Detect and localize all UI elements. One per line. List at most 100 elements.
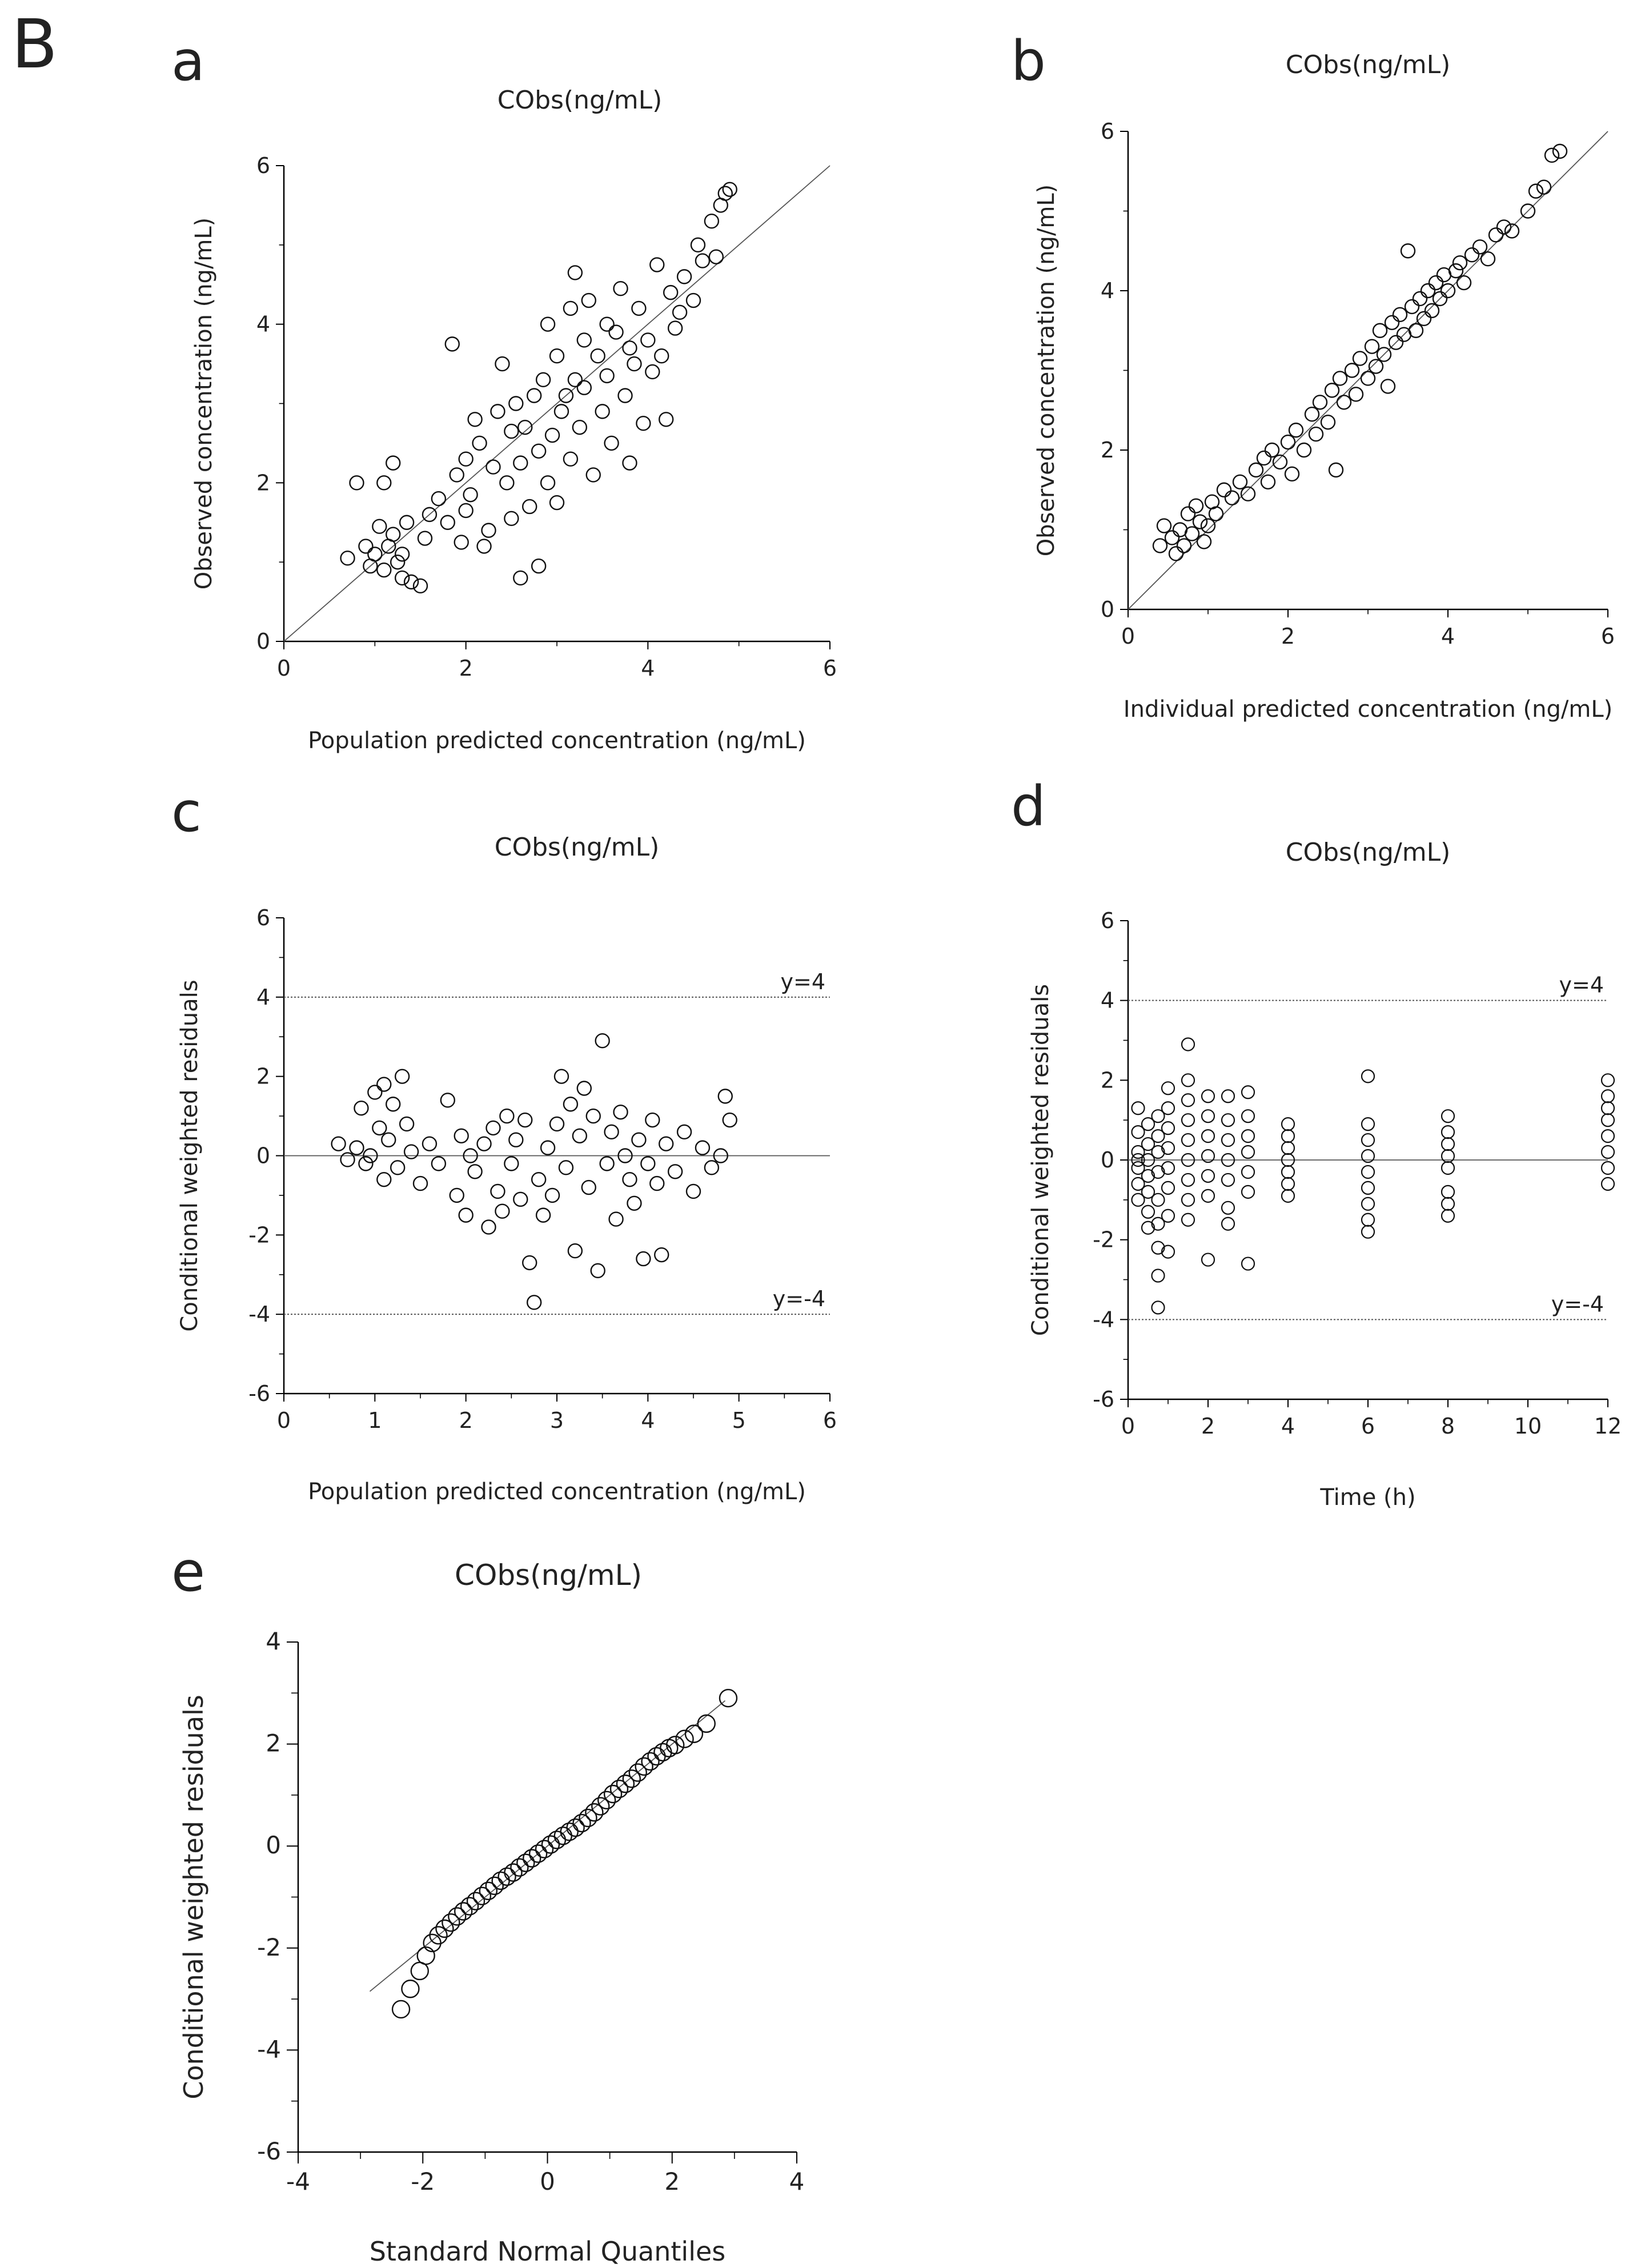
data-point [1161, 1245, 1175, 1259]
data-point [522, 1255, 537, 1271]
data-point [1348, 387, 1364, 402]
data-point [513, 455, 528, 471]
data-point [558, 1160, 574, 1175]
data-point [1281, 1141, 1295, 1155]
data-point [1240, 486, 1256, 501]
x-tick-label: 5 [732, 1408, 746, 1433]
data-point [1332, 371, 1348, 386]
data-point [1151, 1300, 1165, 1315]
data-point [1600, 1101, 1615, 1115]
data-point [1552, 143, 1568, 159]
data-point [454, 535, 469, 550]
data-point [444, 336, 460, 352]
data-point [1328, 462, 1344, 478]
data-point [609, 1779, 629, 1799]
y-tick-label: 0 [266, 1831, 281, 1859]
data-point [376, 475, 392, 491]
data-point [567, 372, 583, 388]
y-tick-label: 4 [1101, 988, 1114, 1013]
data-point [528, 1844, 548, 1863]
data-point [376, 562, 392, 578]
x-tick-label: 2 [664, 2167, 680, 2195]
data-point [399, 515, 415, 530]
data-point [448, 1907, 467, 1926]
data-point [540, 475, 556, 491]
y-axis-label: Conditional weighted residuals [1028, 984, 1054, 1336]
data-point [331, 1136, 346, 1151]
data-point [1201, 1189, 1215, 1203]
y-tick-label: -2 [257, 1933, 281, 1961]
data-point [449, 1187, 464, 1203]
data-point [440, 1093, 455, 1108]
data-point [690, 237, 706, 253]
data-point [558, 388, 574, 403]
data-point [604, 1124, 619, 1140]
data-point [513, 1191, 528, 1207]
data-point [1168, 546, 1184, 561]
data-point [567, 1243, 583, 1259]
data-point [472, 435, 487, 451]
x-tick-label: 10 [1514, 1414, 1542, 1439]
data-point [381, 1132, 396, 1147]
data-point [622, 1171, 637, 1187]
data-point [1201, 1149, 1215, 1163]
x-tick-label: -4 [286, 2167, 310, 2195]
data-point [635, 1757, 653, 1776]
data-point [719, 1689, 738, 1708]
data-point [1304, 407, 1320, 422]
data-point [1151, 1165, 1165, 1179]
data-point [595, 404, 610, 419]
data-point [1404, 299, 1420, 315]
data-point [1441, 1109, 1455, 1123]
data-point [531, 558, 547, 574]
data-point [613, 1104, 628, 1120]
data-point [1452, 255, 1468, 271]
y-tick-label: 4 [266, 1627, 281, 1655]
panel-e-letter: e [171, 1540, 205, 1604]
x-axis-label: Time (h) [1319, 1484, 1415, 1511]
data-point [1361, 1225, 1375, 1239]
data-point [1600, 1145, 1615, 1159]
x-tick-label: 4 [789, 2167, 805, 2195]
data-point [372, 519, 387, 534]
data-point [563, 300, 579, 316]
data-point [1248, 462, 1264, 478]
data-point [649, 257, 665, 272]
data-point [1368, 359, 1384, 374]
data-point [535, 1840, 554, 1858]
data-point [1141, 1221, 1155, 1235]
y-tick-label: 0 [256, 1143, 270, 1169]
data-point [1441, 1125, 1455, 1139]
data-point [675, 1729, 694, 1748]
data-point [517, 419, 533, 435]
data-point [1361, 1069, 1375, 1083]
data-point [658, 1136, 674, 1151]
data-point [1141, 1153, 1155, 1167]
y-tick-label: 2 [1101, 437, 1114, 463]
data-point [717, 186, 733, 201]
data-point [553, 1069, 569, 1084]
data-point [1131, 1125, 1145, 1139]
data-point [516, 1853, 535, 1872]
data-point [1336, 395, 1352, 410]
data-point [1131, 1101, 1145, 1115]
data-point [1384, 315, 1400, 330]
x-tick-label: 6 [1601, 624, 1615, 649]
data-point [1361, 1213, 1375, 1227]
data-point [685, 1183, 701, 1199]
data-point [367, 547, 383, 562]
data-point [1441, 1137, 1455, 1151]
data-point [440, 515, 455, 530]
data-point [504, 1863, 523, 1882]
y-tick-label: -6 [1093, 1387, 1114, 1412]
data-point [1221, 1217, 1235, 1231]
x-tick-label: 3 [550, 1408, 564, 1433]
data-point [590, 348, 605, 364]
data-point [604, 435, 619, 451]
data-point [422, 1136, 438, 1151]
data-point [1180, 506, 1196, 521]
data-point [1412, 291, 1428, 307]
data-point [1408, 323, 1424, 338]
data-point [1161, 1181, 1175, 1195]
data-point [508, 1132, 524, 1147]
